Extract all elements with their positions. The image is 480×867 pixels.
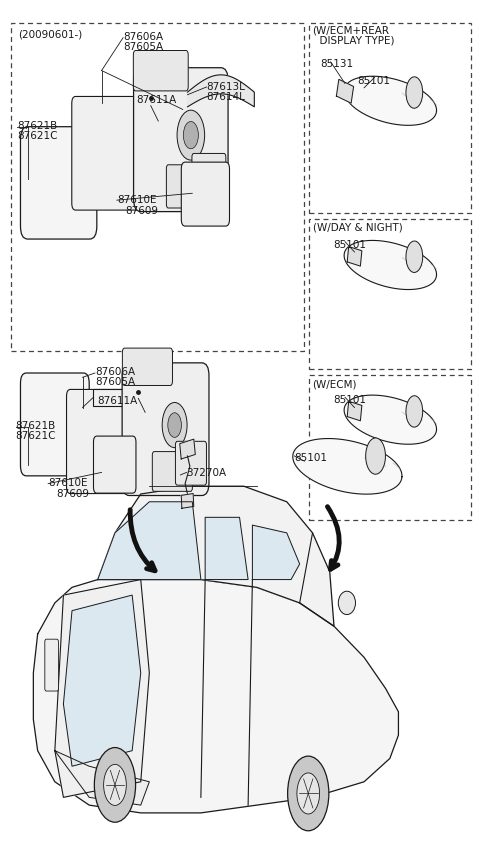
Polygon shape [63,595,141,766]
Polygon shape [188,75,254,107]
FancyBboxPatch shape [94,436,136,493]
Text: 87613L: 87613L [206,81,245,92]
Text: (W/ECM+REAR: (W/ECM+REAR [312,26,390,36]
Text: 85101: 85101 [333,240,366,250]
Polygon shape [344,240,436,290]
Text: 87605A: 87605A [123,42,163,52]
FancyBboxPatch shape [181,162,229,226]
Text: (W/ECM): (W/ECM) [312,380,357,390]
Ellipse shape [183,121,198,149]
Polygon shape [293,439,402,494]
Text: 87621B: 87621B [17,121,58,131]
Text: 87614L: 87614L [206,92,245,102]
Ellipse shape [406,77,423,108]
Text: DISPLAY TYPE): DISPLAY TYPE) [312,36,394,46]
Text: (20090601-): (20090601-) [18,29,83,39]
FancyBboxPatch shape [167,165,210,208]
Polygon shape [180,440,195,459]
Text: 87606A: 87606A [95,367,135,377]
Bar [94,389,136,406]
FancyBboxPatch shape [192,153,226,201]
Ellipse shape [177,110,204,160]
Text: 87611A: 87611A [136,95,176,105]
Text: (W/DAY & NIGHT): (W/DAY & NIGHT) [312,223,402,232]
Bar [309,219,471,368]
Ellipse shape [406,241,423,272]
FancyBboxPatch shape [21,127,97,239]
Text: 87609: 87609 [57,489,90,499]
FancyBboxPatch shape [133,68,228,212]
Text: 85101: 85101 [333,395,366,406]
FancyBboxPatch shape [45,639,59,691]
Text: 87610E: 87610E [117,195,156,205]
Polygon shape [34,579,398,813]
Bar [309,375,471,520]
Text: 87621C: 87621C [16,431,56,441]
Text: 85101: 85101 [294,453,327,463]
Polygon shape [98,486,334,626]
Text: 87606A: 87606A [123,31,163,42]
Ellipse shape [95,747,135,822]
Polygon shape [252,525,300,579]
Ellipse shape [366,438,385,474]
FancyBboxPatch shape [67,389,129,493]
Ellipse shape [104,765,126,805]
Polygon shape [344,395,436,444]
Text: 87621C: 87621C [17,131,58,141]
Polygon shape [336,80,354,103]
FancyBboxPatch shape [175,441,206,486]
Polygon shape [181,493,194,508]
FancyBboxPatch shape [122,348,172,386]
Polygon shape [347,246,362,266]
Ellipse shape [406,395,423,427]
Bar [11,23,304,351]
Polygon shape [55,579,149,798]
Ellipse shape [288,756,329,831]
Text: 85131: 85131 [320,59,353,69]
Ellipse shape [162,402,187,447]
Ellipse shape [168,413,181,437]
Polygon shape [55,751,149,805]
Text: 87609: 87609 [125,206,158,216]
Polygon shape [205,518,248,579]
Polygon shape [347,401,362,420]
Text: 85101: 85101 [357,75,390,86]
Text: 87611A: 87611A [97,396,137,407]
Ellipse shape [297,772,320,814]
FancyBboxPatch shape [72,96,140,210]
Text: 87605A: 87605A [95,377,135,388]
FancyBboxPatch shape [122,363,209,496]
FancyBboxPatch shape [21,373,89,476]
Polygon shape [344,76,436,126]
FancyBboxPatch shape [152,452,192,492]
Bar [309,23,471,213]
Text: 37270A: 37270A [187,468,227,478]
FancyBboxPatch shape [133,50,188,91]
Text: 87610E: 87610E [48,479,88,488]
Polygon shape [98,502,201,579]
Text: 87621B: 87621B [16,420,56,431]
Ellipse shape [338,591,356,615]
